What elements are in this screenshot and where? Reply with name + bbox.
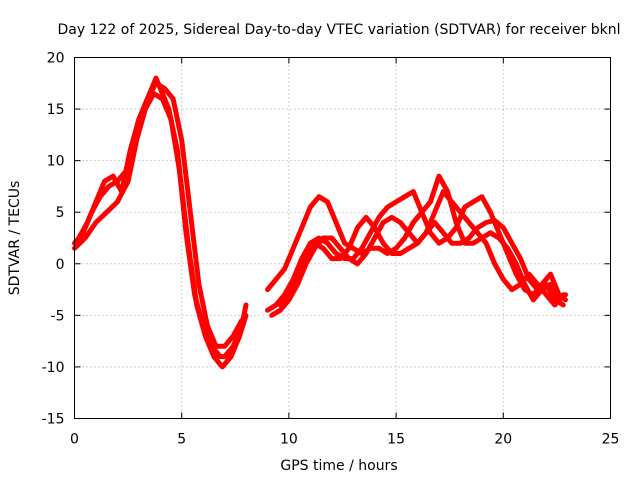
- y-axis-label: SDTVAR / TECUs: [7, 181, 23, 296]
- series-line-pass-3: [76, 80, 245, 349]
- x-axis-label: GPS time / hours: [280, 458, 397, 474]
- x-tick-label: 20: [494, 432, 512, 448]
- series-line-pass-4: [265, 173, 568, 303]
- y-tick-label: 0: [56, 257, 65, 273]
- y-tick-label: -10: [42, 360, 65, 376]
- x-tick-label: 15: [387, 432, 405, 448]
- x-tick-label: 25: [602, 432, 620, 448]
- series-line-pass-2: [72, 91, 249, 370]
- series-layer: [72, 75, 568, 370]
- x-tick-label: 0: [70, 432, 79, 448]
- series-line-pass-5: [265, 189, 568, 313]
- chart-title: Day 122 of 2025, Sidereal Day-to-day VTE…: [58, 22, 621, 38]
- y-tick-label: 5: [56, 205, 65, 221]
- y-tick-label: -5: [51, 308, 65, 324]
- series-line-pass-7: [269, 214, 566, 318]
- x-tick-label: 10: [280, 432, 298, 448]
- plot-frame: [74, 57, 611, 419]
- x-tick-label: 5: [177, 432, 186, 448]
- y-tick-label: 10: [47, 154, 65, 170]
- y-tick-label: 15: [47, 102, 65, 118]
- axis-ticks: -15 -10 -5 0 5 10 15 20 0 5 10 15 20 25: [42, 51, 620, 448]
- y-tick-label: 20: [47, 51, 65, 67]
- y-tick-label: -15: [42, 412, 65, 428]
